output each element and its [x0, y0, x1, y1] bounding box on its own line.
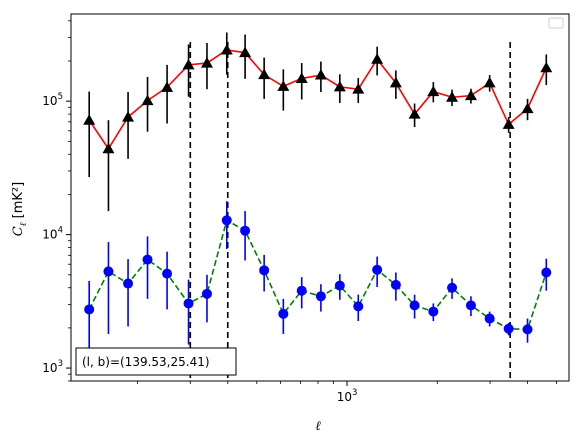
point-1-14: [353, 301, 364, 312]
point-1-4: [162, 268, 173, 279]
point-0-12: [314, 69, 327, 80]
point-0-11: [295, 72, 308, 83]
x-tick-label-0: 103: [337, 388, 358, 404]
point-1-8: [240, 225, 251, 236]
y-axis-label-unit: [mK²]: [11, 182, 26, 219]
point-0-8: [239, 46, 252, 58]
point-0-19: [446, 91, 459, 102]
axes-frame: [70, 13, 570, 382]
point-1-9: [259, 265, 270, 276]
y-axis-label-main: C: [11, 226, 26, 236]
point-1-11: [296, 285, 307, 296]
point-0-13: [333, 80, 346, 92]
point-1-20: [465, 300, 476, 311]
point-1-3: [142, 254, 153, 265]
series-0: [83, 32, 553, 212]
point-1-6: [201, 288, 212, 299]
svg-text:Cℓ [mK²]: Cℓ [mK²]: [11, 182, 29, 236]
point-0-21: [483, 76, 496, 88]
point-0-23: [521, 102, 534, 114]
point-1-21: [484, 313, 495, 324]
point-1-15: [372, 264, 383, 275]
annotation-text: (l, b)=(139.53,25.41): [82, 355, 210, 369]
point-1-2: [123, 278, 134, 289]
point-1-12: [315, 291, 326, 302]
point-0-1: [102, 142, 115, 154]
point-0-4: [161, 81, 174, 92]
point-0-24: [540, 61, 553, 73]
point-0-3: [141, 94, 154, 106]
point-0-20: [464, 89, 477, 101]
point-1-13: [334, 280, 345, 291]
point-0-6: [200, 57, 213, 68]
point-1-10: [278, 308, 289, 319]
point-0-17: [408, 108, 421, 119]
point-0-15: [371, 53, 384, 64]
plot-area: [71, 14, 569, 381]
series-1: [84, 201, 552, 369]
legend-box: [548, 17, 564, 29]
point-0-7: [220, 43, 233, 55]
y-axis-label-sub: ℓ: [19, 222, 29, 226]
point-1-17: [409, 300, 420, 311]
point-0-2: [122, 111, 135, 122]
point-1-5: [183, 298, 194, 309]
point-0-22: [502, 118, 515, 129]
point-1-24: [541, 267, 552, 278]
point-0-14: [352, 83, 365, 94]
y-tick-label-2: 105: [42, 92, 63, 108]
point-1-22: [503, 323, 514, 334]
point-0-0: [83, 114, 96, 125]
y-tick-label-0: 103: [42, 359, 63, 375]
series-layer: [83, 32, 553, 369]
x-axis-label: ℓ: [315, 419, 321, 434]
annotation-box: (l, b)=(139.53,25.41): [75, 347, 237, 376]
point-1-0: [84, 304, 95, 315]
y-tick-label-1: 104: [42, 226, 63, 242]
point-1-19: [447, 282, 458, 293]
y-axis-label: Cℓ [mK²]: [11, 182, 29, 236]
point-1-18: [428, 306, 439, 317]
point-1-7: [221, 215, 232, 226]
point-0-16: [389, 76, 402, 88]
point-1-16: [390, 279, 401, 290]
point-0-10: [277, 80, 290, 91]
plot-background: [71, 14, 569, 381]
axes-layer: 103 104 105 103: [42, 13, 570, 404]
point-0-5: [182, 58, 195, 70]
point-1-23: [522, 324, 533, 335]
point-1-1: [103, 266, 114, 277]
point-0-9: [258, 68, 271, 80]
point-0-18: [427, 85, 440, 97]
